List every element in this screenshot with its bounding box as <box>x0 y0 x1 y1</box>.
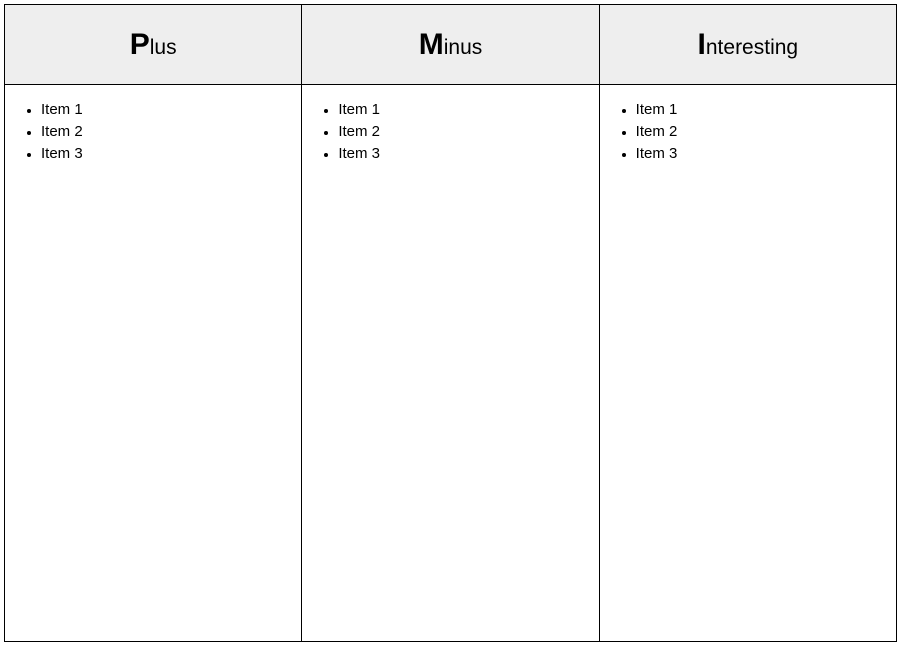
list-item: Item 3 <box>636 143 886 165</box>
list-item: Item 3 <box>338 143 588 165</box>
header-plus: Plus <box>5 5 302 85</box>
header-label-minus: Minus <box>419 36 483 59</box>
list-item: Item 2 <box>338 121 588 143</box>
list-minus: Item 1 Item 2 Item 3 <box>302 85 598 174</box>
header-minus: Minus <box>302 5 599 85</box>
list-plus: Item 1 Item 2 Item 3 <box>5 85 301 174</box>
cell-interesting: Item 1 Item 2 Item 3 <box>599 85 896 642</box>
list-item: Item 1 <box>338 99 588 121</box>
list-interesting: Item 1 Item 2 Item 3 <box>600 85 896 174</box>
cell-minus: Item 1 Item 2 Item 3 <box>302 85 599 642</box>
list-item: Item 2 <box>636 121 886 143</box>
header-label-interesting: Interesting <box>698 36 799 59</box>
list-item: Item 1 <box>636 99 886 121</box>
list-item: Item 3 <box>41 143 291 165</box>
pmi-table: Plus Minus Interesting Item 1 Item 2 Ite… <box>4 4 897 642</box>
header-label-plus: Plus <box>130 36 177 59</box>
list-item: Item 2 <box>41 121 291 143</box>
list-item: Item 1 <box>41 99 291 121</box>
header-interesting: Interesting <box>599 5 896 85</box>
header-row: Plus Minus Interesting <box>5 5 897 85</box>
body-row: Item 1 Item 2 Item 3 Item 1 Item 2 Item … <box>5 85 897 642</box>
cell-plus: Item 1 Item 2 Item 3 <box>5 85 302 642</box>
